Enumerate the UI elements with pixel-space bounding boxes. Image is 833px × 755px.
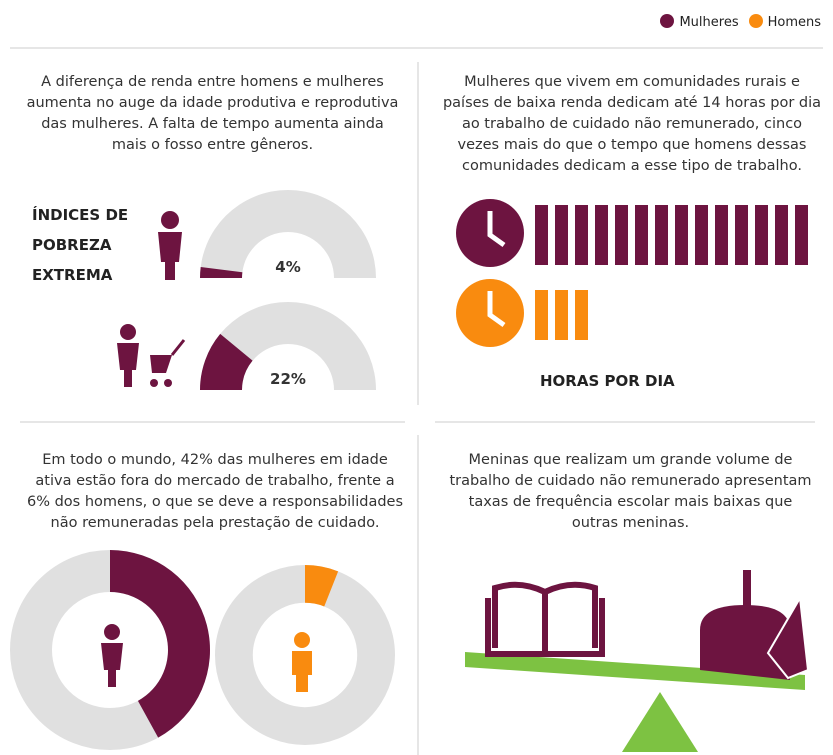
woman-icon	[158, 211, 182, 280]
axis-label: HORAS POR DIA	[540, 372, 675, 390]
hour-bar	[735, 205, 748, 265]
donut-fill	[110, 550, 210, 738]
hour-bar	[795, 205, 808, 265]
woman-stroller-icon	[117, 324, 186, 387]
hour-bar	[555, 205, 568, 265]
man-icon	[292, 632, 312, 692]
hour-bar	[555, 290, 568, 340]
legend-item: Mulheres	[660, 14, 739, 30]
gauge-label: ÍNDICES DE POBREZA EXTREMA	[32, 200, 128, 290]
hour-bar	[755, 205, 768, 265]
hour-bar	[535, 290, 548, 340]
hour-bar	[675, 205, 688, 265]
hour-bars	[535, 290, 588, 340]
legend-label: Homens	[767, 15, 821, 30]
hour-bar	[535, 205, 548, 265]
dustpan-icon	[700, 570, 810, 680]
legend-item: Homens	[748, 14, 821, 30]
seesaw	[465, 570, 810, 752]
hour-bar	[655, 205, 668, 265]
hour-bar	[695, 205, 708, 265]
gauge-label: 4%	[275, 258, 300, 276]
donut-fill	[305, 565, 339, 607]
label-line: ÍNDICES DE	[32, 206, 129, 224]
label-line: POBREZA	[32, 236, 112, 254]
book-icon	[485, 581, 605, 657]
gauge-fill	[200, 333, 253, 390]
panel-text: A diferença de renda entre homens e mulh…	[26, 74, 399, 153]
hour-bar	[775, 205, 788, 265]
gauge-fill	[200, 266, 243, 278]
hour-bar	[715, 205, 728, 265]
panel-text: Meninas que realizam um grande volume de…	[449, 452, 812, 531]
gauge-label: 22%	[270, 370, 306, 388]
panel-text: Mulheres que vivem em comunidades rurais…	[442, 74, 822, 174]
clock-icon	[456, 199, 524, 347]
legend-label: Mulheres	[679, 15, 739, 30]
legend: Mulheres Homens	[660, 14, 821, 30]
hour-bars	[535, 205, 808, 265]
hour-bar	[595, 205, 608, 265]
hour-bar	[635, 205, 648, 265]
label-line: EXTREMA	[32, 266, 113, 284]
hour-bar	[575, 290, 588, 340]
hour-bar	[575, 205, 588, 265]
woman-icon	[101, 624, 123, 687]
hour-bar	[615, 205, 628, 265]
panel-text: Em todo o mundo, 42% das mulheres em ida…	[26, 452, 404, 531]
gauge-track	[200, 189, 376, 278]
